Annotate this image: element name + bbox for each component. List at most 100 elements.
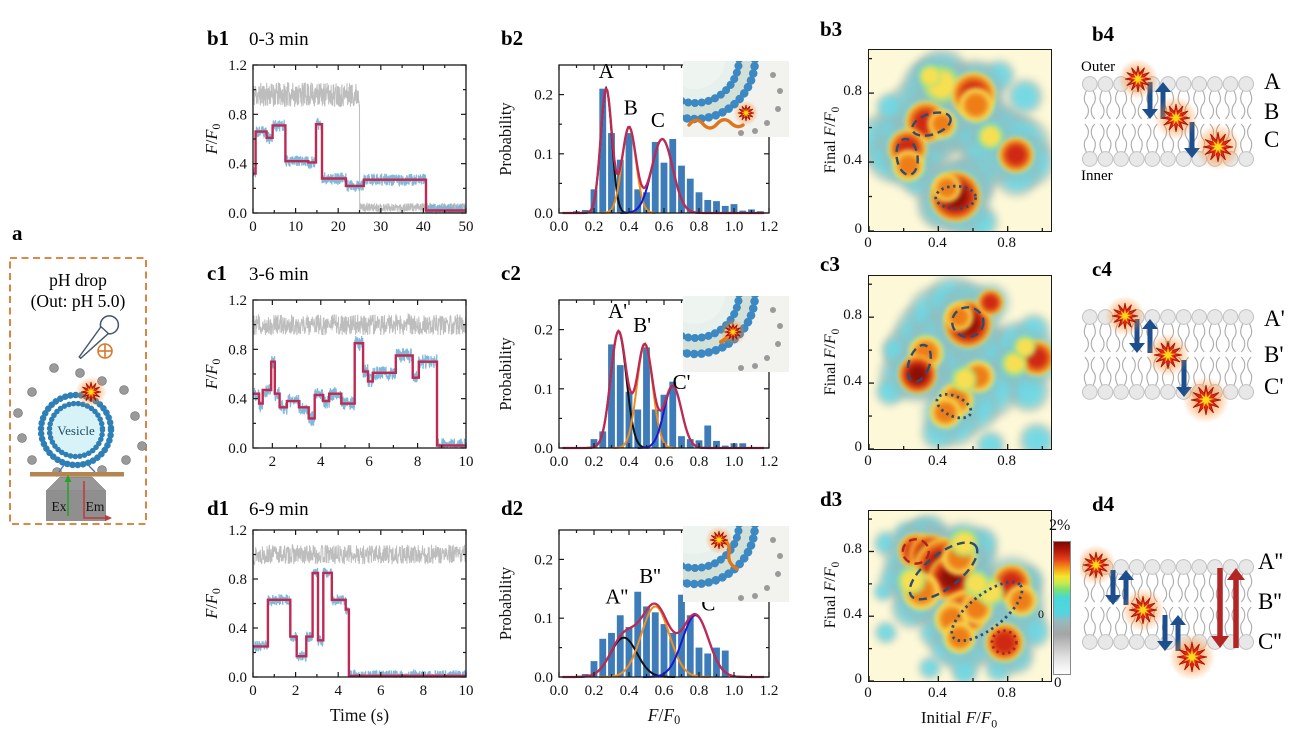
y-tick-label: 0.0 (534, 441, 553, 457)
panel-d4-membrane-schematic: d4 A'' B'' C'' (1075, 485, 1305, 751)
x-tick-label: 10 (459, 683, 474, 699)
y-tick-label: 0.2 (534, 88, 553, 104)
burst-icon (1182, 376, 1230, 424)
x-tick-label: 0.8 (997, 235, 1017, 251)
burst-icon (1168, 633, 1216, 681)
y-tick-label: 0.4 (843, 606, 862, 623)
region-outline-dashed (895, 137, 919, 177)
b4-drawing: b4 Outer Inner ABC (1081, 22, 1281, 184)
heatmap-overlay (869, 518, 1043, 681)
x-axis-label: Initial F/F0 (920, 708, 998, 731)
x-tick-label: 0.0 (550, 683, 569, 699)
y-axis-label: Probability (497, 102, 515, 176)
reference-trace (252, 312, 467, 336)
proton-icon (97, 343, 113, 359)
x-tick-label: 30 (373, 219, 388, 235)
site-label: C (1264, 127, 1279, 152)
x-tick-label: 0.8 (690, 454, 709, 470)
x-axis-label: Time (s) (330, 705, 389, 725)
c1-plot: c1 3-6 min 2 4 6 8 10 0.0 0.4 0.8 1.2 F/F0 (202, 261, 474, 470)
peak-label: A'' (605, 585, 628, 609)
site-label: B (1264, 99, 1279, 124)
burst-icon (719, 318, 747, 346)
axis-ticks (558, 65, 770, 214)
flip-arrow-icon-red (1211, 568, 1229, 648)
x-tick-label: 0.0 (550, 454, 569, 470)
panel-label: c1 (207, 261, 227, 285)
region-outline-dotted (934, 184, 977, 210)
panel-label: d2 (501, 496, 523, 520)
site-label: A (1264, 69, 1281, 94)
solute-dots (738, 72, 783, 136)
fit-envelope (562, 602, 765, 679)
emission-arrow-icon (83, 481, 112, 522)
y-tick-label: 0.0 (228, 670, 247, 686)
y-tick-label: 0.8 (843, 541, 862, 558)
y-tick-label: 0.4 (228, 157, 247, 173)
fit-trace (253, 342, 466, 447)
emission-label: Em (86, 499, 105, 514)
peak-label: B'' (639, 564, 661, 588)
panel-c3-heatmap: c3 Final F/F0 0 0.4 0.8 0 0.4 0.8 (818, 250, 1070, 484)
x-tick-label: 10 (459, 454, 474, 470)
x-tick-label: 8 (414, 454, 422, 470)
site-label: B' (1264, 342, 1284, 367)
x-tick-label: 0.4 (927, 235, 947, 251)
panel-label: d4 (1092, 492, 1115, 516)
vesicle-label: Vesicle (57, 423, 95, 438)
y-tick-label: 0.8 (843, 307, 862, 324)
y-tick-label: 0.2 (534, 552, 553, 568)
burst-icon (1154, 96, 1198, 140)
heatmap-overlay (869, 283, 1043, 449)
panel-title: 0-3 min (249, 29, 309, 50)
panel-label: b4 (1092, 22, 1115, 46)
solute-dots (738, 537, 783, 601)
y-tick-label: 0.0 (534, 670, 553, 686)
x-tick-label: 2 (269, 454, 277, 470)
excitation-label: Ex (52, 499, 67, 514)
y-tick-label: 0.8 (228, 107, 247, 123)
burst-icon (1104, 295, 1146, 337)
y-tick-label: 0.2 (534, 323, 553, 339)
peak-label: B' (633, 313, 651, 337)
y-tick-label: 1.2 (228, 523, 247, 539)
panel-label: d3 (820, 487, 843, 511)
x-tick-label: 0.8 (997, 685, 1017, 701)
region-outline-dashed (951, 306, 985, 339)
x-tick-label: 0.0 (550, 219, 569, 235)
peak-label: C' (673, 370, 691, 394)
site-label: A'' (1258, 549, 1283, 574)
axis-ticks (252, 64, 467, 214)
outer-leaflet-label: Outer (1081, 59, 1115, 75)
x-tick-label: 10 (288, 219, 303, 235)
c2-plot: c2 A'B' C' 0.0 0.2 0.4 0.6 0.8 1.0 1.2 0.0 0.1 0.2 Pr… (496, 261, 789, 470)
schematic-border (9, 257, 147, 525)
x-tick-label: 0.4 (620, 454, 639, 470)
raw-trace (252, 335, 467, 449)
panel-label: c3 (820, 252, 840, 276)
tether-line (58, 464, 65, 473)
burst-icon (1121, 588, 1165, 632)
y-axis-label: F/F0 (203, 359, 223, 391)
y-tick-label: 0.0 (228, 206, 247, 222)
x-tick-label: 20 (331, 219, 346, 235)
region-outline-dotted (935, 392, 973, 420)
x-tick-label: 0 (249, 219, 257, 235)
region-outline-dashed (910, 111, 952, 137)
b2-plot: b2 ABC 0.0 0.2 0.4 0.6 0.8 1.0 1.2 0.0 0.1 0.2 Proba… (496, 26, 789, 235)
fit-trace (253, 123, 466, 212)
burst-icon (75, 376, 107, 408)
ph-drop-title: pH drop (49, 270, 107, 290)
x-tick-label: 0.4 (620, 219, 639, 235)
panel-b1-time-trace: b1 0-3 min 0 10 20 30 40 50 0.0 0.4 0.8 1.2 F/F0 (202, 15, 485, 254)
y-axis-label: Probability (497, 337, 515, 411)
region-outline-dotted (990, 629, 1018, 655)
y-tick-label: 1.2 (228, 293, 247, 309)
x-tick-label: 1.0 (725, 683, 744, 699)
panel-label: b2 (501, 26, 523, 50)
peak-label: B (624, 96, 638, 120)
x-tick-label: 50 (459, 219, 474, 235)
site-label: C' (1264, 374, 1284, 399)
y-tick-label: 1.2 (228, 58, 247, 74)
x-tick-label: 0.8 (690, 683, 709, 699)
